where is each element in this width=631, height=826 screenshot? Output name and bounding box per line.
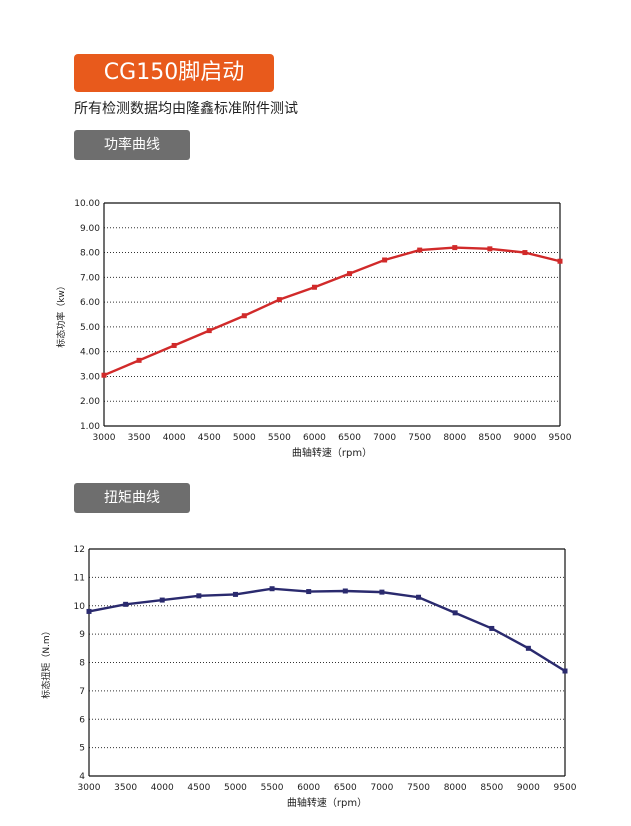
power-chart-y-tick-label: 6.00 — [80, 298, 100, 308]
power-chart-x-tick-label: 9500 — [549, 433, 572, 443]
power-chart-x-tick-label: 9000 — [513, 433, 536, 443]
power-chart-data-point — [171, 342, 177, 348]
torque-chart-y-tick-label: 9 — [79, 630, 85, 640]
power-chart-x-tick-label: 3500 — [128, 433, 151, 443]
page-subtitle: 所有检测数据均由隆鑫标准附件测试 — [74, 101, 298, 117]
power-chart-y-tick-label: 8.00 — [80, 249, 100, 259]
torque-chart-data-point — [86, 608, 92, 614]
power-chart-y-tick-label: 5.00 — [80, 323, 100, 333]
torque-chart-y-tick-label: 10 — [74, 602, 86, 612]
torque-chart-x-tick-label: 6000 — [297, 783, 320, 793]
power-chart-x-tick-label: 8000 — [443, 433, 466, 443]
torque-chart-data-point — [416, 594, 422, 600]
power-chart-series-line — [103, 246, 561, 377]
power-chart-x-tick-label: 5500 — [268, 433, 291, 443]
torque-chart-data-point — [269, 586, 275, 592]
power-chart-y-tick-label: 3.00 — [80, 372, 100, 382]
torque-chart-x-tick-label: 4500 — [187, 783, 210, 793]
power-chart-data-point — [487, 246, 493, 252]
torque-chart-data-point — [562, 668, 568, 674]
power-chart-y-tick-label: 2.00 — [80, 397, 100, 407]
power-chart-data-point — [276, 297, 282, 303]
torque-chart-x-tick-label: 8500 — [480, 783, 503, 793]
torque-chart-x-tick-label: 7500 — [407, 783, 430, 793]
torque-chart-data-point — [159, 597, 165, 603]
power-chart: 1.00 2.00 3.00 4.00 5.00 6.00 7.00 8.00 9.00 10.0… — [55, 199, 572, 459]
page-title: CG150脚启动 — [74, 54, 274, 92]
power-chart-data-point — [311, 284, 317, 290]
torque-chart-x-tick-label: 3000 — [78, 783, 101, 793]
power-chart-x-tick-label: 5000 — [233, 433, 256, 443]
power-chart-x-tick-label: 7000 — [373, 433, 396, 443]
torque-chart-data-point — [306, 589, 312, 595]
power-chart-y-axis-label: 标态功率（kw） — [55, 281, 67, 348]
torque-chart-data-point — [232, 591, 238, 597]
power-chart-data-point — [417, 247, 423, 253]
torque-chart-series-line — [88, 587, 566, 673]
torque-chart-x-tick-label: 8000 — [444, 783, 467, 793]
torque-chart-y-tick-label: 6 — [79, 715, 85, 725]
power-chart-data-point — [452, 245, 458, 251]
torque-chart-y-tick-label: 5 — [79, 744, 85, 754]
torque-chart-y-tick-label: 7 — [79, 687, 85, 697]
torque-chart-y-tick-label: 8 — [79, 659, 85, 669]
power-chart-x-tick-label: 4000 — [163, 433, 186, 443]
power-chart-y-tick-label: 10.00 — [74, 199, 100, 209]
torque-chart-x-tick-label: 5000 — [224, 783, 247, 793]
torque-chart-data-point — [379, 589, 385, 595]
power-chart-x-tick-label: 6000 — [303, 433, 326, 443]
power-chart-y-tick-label: 7.00 — [80, 273, 100, 283]
section-power-curve: 功率曲线 — [74, 130, 190, 160]
power-chart-y-tick-label: 1.00 — [80, 422, 100, 432]
power-chart-data-point — [557, 258, 563, 264]
power-chart-x-tick-label: 6500 — [338, 433, 361, 443]
power-chart-x-tick-label: 4500 — [198, 433, 221, 443]
power-chart-data-point — [241, 313, 247, 319]
torque-chart-y-tick-label: 11 — [74, 573, 85, 583]
power-chart-data-point — [206, 328, 212, 334]
torque-chart-y-axis-label: 标态扭矩（N.m） — [40, 626, 52, 698]
power-chart-y-tick-label: 9.00 — [80, 224, 100, 234]
torque-chart-data-point — [342, 588, 348, 594]
power-chart-data-point — [382, 257, 388, 263]
section-torque-curve: 扭矩曲线 — [74, 483, 190, 513]
torque-chart-y-tick-label: 4 — [79, 772, 85, 782]
power-chart-data-point — [522, 250, 528, 256]
torque-chart-x-tick-label: 6500 — [334, 783, 357, 793]
torque-chart-x-tick-label: 9500 — [554, 783, 577, 793]
power-chart-y-tick-label: 4.00 — [80, 348, 100, 358]
torque-chart-data-point — [489, 625, 495, 631]
power-chart-data-point — [101, 372, 107, 378]
power-chart-data-point — [347, 271, 353, 277]
power-chart-x-axis-label: 曲轴转速（rpm） — [292, 446, 372, 459]
torque-chart-x-tick-label: 9000 — [517, 783, 540, 793]
torque-chart-data-point — [525, 645, 531, 651]
power-chart-x-tick-label: 3000 — [93, 433, 116, 443]
torque-chart-x-axis-label: 曲轴转速（rpm） — [287, 796, 367, 809]
power-chart-x-tick-label: 8500 — [478, 433, 501, 443]
torque-chart-y-tick-label: 12 — [74, 545, 85, 555]
torque-chart-x-tick-label: 5500 — [261, 783, 284, 793]
torque-chart-data-point — [196, 593, 202, 599]
torque-chart-x-tick-label: 7000 — [370, 783, 393, 793]
power-chart-data-point — [136, 357, 142, 363]
torque-chart-data-point — [123, 601, 129, 607]
power-chart-x-tick-label: 7500 — [408, 433, 431, 443]
torque-chart-x-tick-label: 4000 — [151, 783, 174, 793]
torque-chart-data-point — [452, 610, 458, 616]
torque-chart-x-tick-label: 3500 — [114, 783, 137, 793]
